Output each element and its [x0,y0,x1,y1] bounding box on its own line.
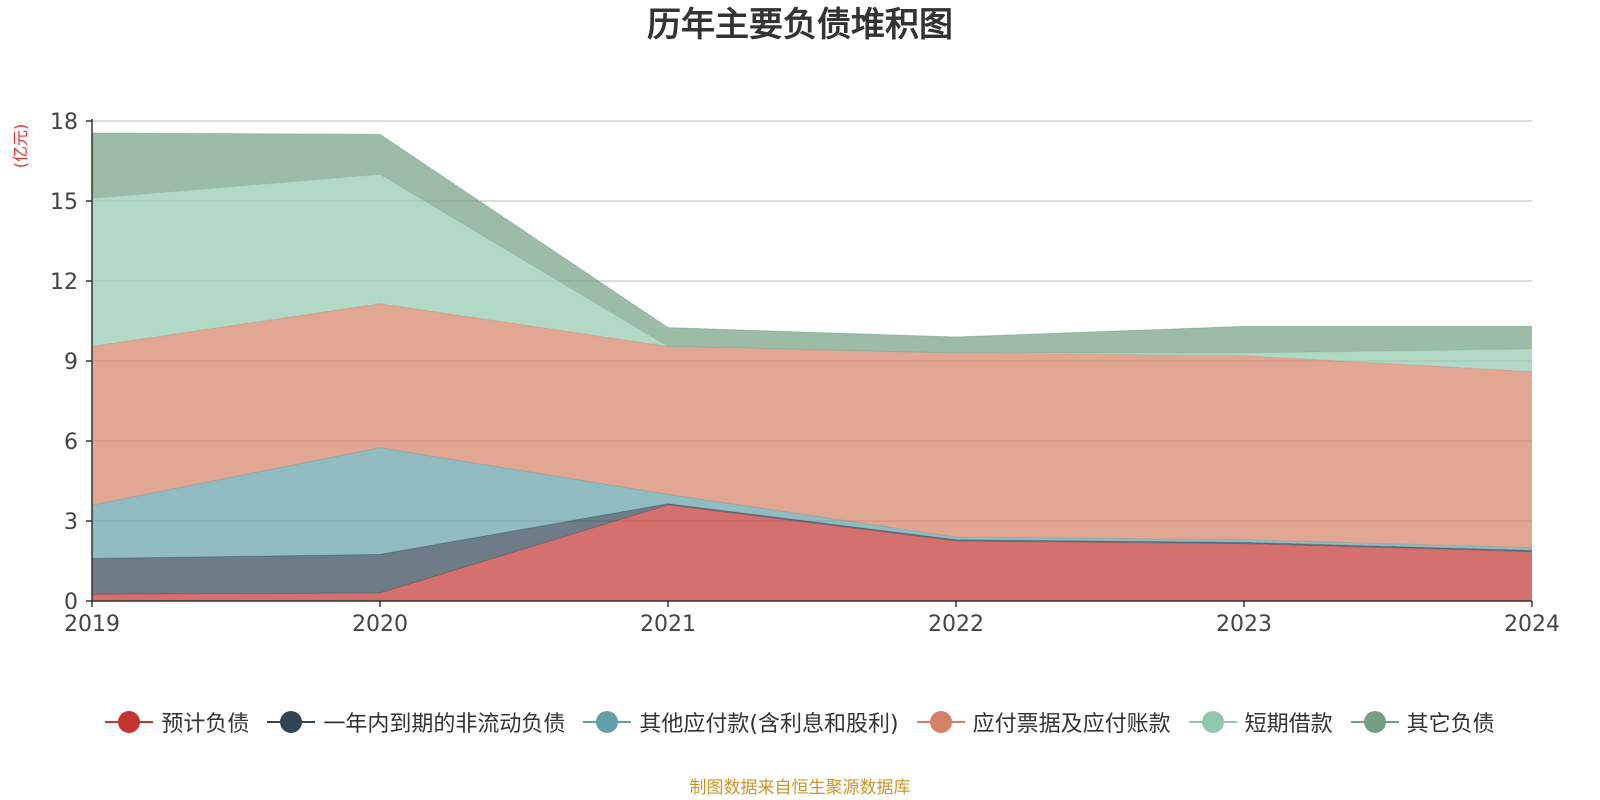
chart-plot: 0 3 6 9 12 15 18 2019 2020 2021 2022 2023 2024 (亿元) [11,110,1560,637]
legend-item[interactable]: 其他应付款(含利息和股利) [583,706,899,738]
legend-label: 短期借款 [1244,712,1333,737]
y-tick-label: 9 [64,350,78,375]
legend-item[interactable]: 一年内到期的非流动负债 [267,706,565,738]
chart-title: 历年主要负债堆积图 [647,5,953,45]
area-series-3 [92,447,1532,559]
area-series-1 [92,505,1532,601]
legend-item[interactable]: 预计负债 [105,706,249,738]
y-tick-label: 12 [50,270,78,295]
legend-marker-icon [583,710,632,734]
y-axis-unit: (亿元) [11,124,30,169]
legend-item[interactable]: 短期借款 [1188,706,1333,738]
legend-marker-icon [916,710,965,734]
y-tick-label: 15 [50,190,78,215]
legend-marker-dot [929,711,952,733]
x-tick-label: 2021 [640,612,696,637]
x-tick-label: 2019 [64,612,120,637]
legend-marker-dot [118,711,141,733]
area-series-4 [92,303,1532,548]
legend-item[interactable]: 其它负债 [1350,706,1495,738]
legend-label: 其他应付款(含利息和股利) [639,712,899,737]
legend-label: 预计负债 [161,712,250,737]
legend-marker-icon [267,710,316,734]
area-series-5 [92,174,1532,372]
series-line-6 [91,132,1532,338]
legend-item[interactable]: 应付票据及应付账款 [916,706,1171,738]
legend-label: 一年内到期的非流动负债 [323,712,566,737]
area-series [91,132,1533,601]
legend-marker-icon [1350,710,1399,734]
legend: 预计负债 一年内到期的非流动负债 其他应付款(含利息和股利) 应付票据及应付账款 短期借… [0,702,1600,742]
y-tick-label: 0 [64,590,78,615]
legend-label: 应付票据及应付账款 [972,712,1171,737]
axes [86,119,1533,607]
legend-marker-dot [280,711,303,733]
tick-labels: 0 3 6 9 12 15 18 2019 2020 2021 2022 2023 2024 (亿元) [11,110,1560,637]
x-tick-label: 2022 [928,612,984,637]
legend-marker-icon [1188,710,1237,734]
source-note: 制图数据来自恒生聚源数据库 [689,778,911,798]
x-tick-label: 2024 [1504,612,1560,637]
legend-marker-dot [1363,711,1386,733]
y-tick-label: 18 [50,110,78,135]
legend-marker-icon [105,710,154,734]
legend-marker-dot [596,711,619,733]
legend-marker-dot [1201,711,1224,733]
legend-label: 其它负债 [1406,712,1495,737]
area-series-6 [92,133,1532,353]
x-tick-label: 2020 [352,612,408,637]
y-tick-label: 6 [64,430,78,455]
y-tick-label: 3 [64,510,78,535]
x-tick-label: 2023 [1216,612,1272,637]
